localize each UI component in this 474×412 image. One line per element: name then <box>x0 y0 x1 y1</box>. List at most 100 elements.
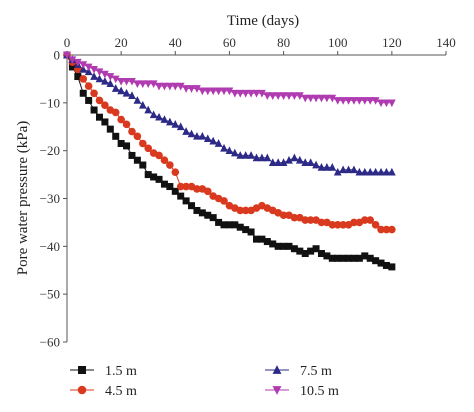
data-point-1-5m <box>290 245 298 253</box>
data-point-10-5m <box>290 92 299 101</box>
legend-item-1-5m: 1.5 m <box>70 364 137 379</box>
legend-marker <box>78 366 86 374</box>
data-point-1-5m <box>317 250 325 258</box>
data-point-7-5m <box>176 122 185 131</box>
data-point-7-5m <box>258 153 266 162</box>
data-point-7-5m <box>128 91 136 100</box>
data-point-10-5m <box>388 99 396 108</box>
data-point-10-5m <box>149 80 158 89</box>
data-point-7-5m <box>117 86 125 95</box>
data-point-1-5m <box>382 261 390 269</box>
legend-marker <box>272 386 282 395</box>
data-point-10-5m <box>355 97 364 105</box>
data-point-7-5m <box>198 131 207 140</box>
data-point-10-5m <box>312 94 320 103</box>
data-point-10-5m <box>79 61 88 69</box>
data-point-1-5m <box>193 206 201 214</box>
data-point-4-5m <box>133 132 142 141</box>
data-point-10-5m <box>144 80 153 89</box>
data-point-7-5m <box>350 165 358 174</box>
data-point-1-5m <box>182 197 190 205</box>
data-point-4-5m <box>290 213 299 222</box>
data-point-10-5m <box>198 87 207 96</box>
data-point-10-5m <box>366 97 375 105</box>
data-point-10-5m <box>182 85 190 93</box>
data-point-1-5m <box>301 250 309 258</box>
data-point-7-5m <box>312 160 320 169</box>
data-point-1-5m <box>388 263 396 271</box>
data-point-7-5m <box>388 167 396 176</box>
data-point-7-5m <box>382 167 391 176</box>
data-point-7-5m <box>323 163 331 171</box>
x-tick-label: 120 <box>382 35 402 50</box>
data-point-10-5m <box>90 66 98 74</box>
data-point-4-5m <box>128 127 136 136</box>
data-point-1-5m <box>220 221 228 229</box>
data-point-4-5m <box>306 216 315 224</box>
data-point-7-5m <box>328 163 337 171</box>
data-point-7-5m <box>106 79 115 88</box>
data-point-1-5m <box>366 254 374 262</box>
data-point-7-5m <box>149 110 158 119</box>
data-point-10-5m <box>133 80 142 89</box>
data-point-7-5m <box>366 167 375 176</box>
data-point-4-5m <box>139 139 147 148</box>
data-point-4-5m <box>160 156 169 165</box>
data-point-1-5m <box>133 156 141 164</box>
data-point-1-5m <box>328 254 336 262</box>
data-point-4-5m <box>366 216 375 224</box>
data-point-1-5m <box>204 211 212 219</box>
data-point-1-5m <box>345 254 353 262</box>
legend: 1.5 m 7.5 m 4.5 m 10.5 m <box>70 364 339 399</box>
legend-label: 10.5 m <box>300 384 339 399</box>
data-point-10-5m <box>247 89 255 98</box>
data-point-1-5m <box>112 132 120 140</box>
y-tick-label: −30 <box>40 191 60 206</box>
data-point-10-5m <box>138 80 147 89</box>
data-point-4-5m <box>95 96 104 105</box>
data-point-4-5m <box>382 225 391 234</box>
data-point-1-5m <box>117 139 125 147</box>
data-point-10-5m <box>73 58 82 67</box>
data-point-10-5m <box>371 97 380 105</box>
data-point-1-5m <box>350 254 358 262</box>
data-point-1-5m <box>339 254 347 262</box>
y-axis-title: Pore water pressure (kPa) <box>15 121 31 276</box>
x-tick-label: 60 <box>223 35 236 50</box>
data-point-1-5m <box>106 125 114 133</box>
data-point-4-5m <box>144 144 153 153</box>
data-point-7-5m <box>209 136 218 145</box>
data-point-10-5m <box>209 87 218 96</box>
data-point-1-5m <box>68 63 76 71</box>
data-point-10-5m <box>117 77 125 86</box>
data-point-4-5m <box>220 197 228 205</box>
x-tick-label: 20 <box>115 35 128 50</box>
data-point-4-5m <box>333 221 342 229</box>
data-point-7-5m <box>225 146 234 155</box>
data-point-10-5m <box>106 73 115 81</box>
data-point-7-5m <box>193 131 201 140</box>
data-point-7-5m <box>371 167 380 176</box>
data-point-1-5m <box>285 242 293 250</box>
data-point-1-5m <box>296 247 304 255</box>
data-point-7-5m <box>279 158 288 166</box>
data-point-10-5m <box>306 94 315 103</box>
data-point-1-5m <box>95 113 103 121</box>
data-point-1-5m <box>209 214 217 222</box>
legend-label: 7.5 m <box>300 364 332 379</box>
data-point-10-5m <box>295 92 304 101</box>
data-point-1-5m <box>215 218 223 226</box>
data-point-4-5m <box>203 187 212 196</box>
data-point-1-5m <box>263 238 271 246</box>
data-point-1-5m <box>160 180 168 188</box>
data-point-7-5m <box>263 153 272 162</box>
data-point-7-5m <box>290 153 299 162</box>
data-point-10-5m <box>214 87 223 96</box>
data-point-10-5m <box>252 89 261 98</box>
data-point-4-5m <box>84 82 93 90</box>
data-point-4-5m <box>101 101 109 110</box>
data-point-7-5m <box>355 167 364 176</box>
data-point-7-5m <box>306 158 315 166</box>
data-point-1-5m <box>166 183 174 191</box>
